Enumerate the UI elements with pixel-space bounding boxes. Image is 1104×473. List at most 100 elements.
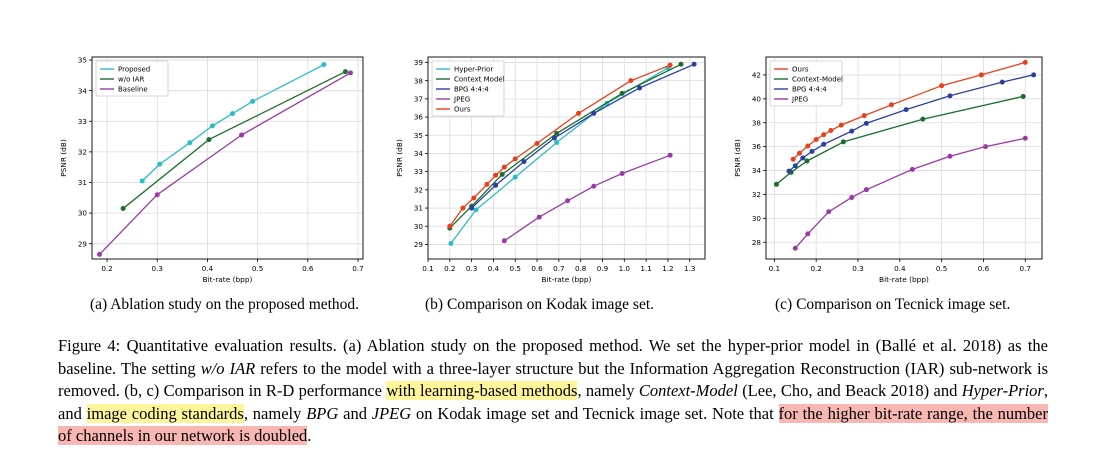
data-point (628, 78, 634, 84)
data-point (939, 83, 945, 89)
legend-entry: Context-Model (792, 76, 843, 84)
data-point (826, 209, 832, 215)
y-tick-label: 33 (78, 117, 87, 126)
x-tick-label: 1.3 (684, 264, 695, 273)
caption-text: on Kodak image set and Tecnick image set… (411, 403, 779, 423)
data-point (209, 123, 215, 129)
chart-tecnick: 0.1 0.2 0.3 0.4 0.5 0.6 0.7 28 30 32 34 36 38 40 42 Bit… (733, 56, 1043, 284)
caption-italic-hyperprior: Hyper-Prior (961, 381, 1044, 401)
x-tick-label: 1.0 (619, 264, 631, 273)
data-point (678, 61, 684, 67)
x-tick-label: 0.4 (894, 264, 906, 273)
legend-entry: BPG 4:4:4 (792, 86, 827, 94)
y-axis-label: PSNR (dB) (733, 139, 742, 177)
data-point (805, 231, 811, 237)
legend-entry: Proposed (118, 66, 150, 74)
y-tick-label: 34 (78, 86, 88, 95)
data-point (838, 122, 844, 128)
data-point (512, 156, 518, 162)
data-point (554, 140, 560, 146)
y-tick-label: 33 (414, 167, 423, 176)
y-tick-label: 36 (752, 142, 762, 151)
x-tick-label: 0.7 (352, 264, 363, 273)
y-tick-label: 38 (414, 76, 424, 85)
y-tick-label: 30 (752, 214, 762, 223)
data-point (1022, 59, 1028, 65)
data-point (667, 152, 673, 158)
data-point (1031, 72, 1037, 78)
data-point (619, 170, 625, 176)
data-point (813, 136, 819, 142)
data-point (460, 205, 466, 211)
caption-text: , namely (243, 403, 307, 423)
data-point (230, 111, 236, 117)
data-point (554, 130, 560, 136)
data-point (637, 85, 643, 91)
chart-kodak: 0.1 0.2 0.3 0.4 0.5 0.6 0.7 0.8 0.9 1.0 1.1 1.2 1.3 2… (395, 56, 706, 284)
y-axis-label: PSNR (dB) (59, 139, 68, 177)
data-point (1020, 93, 1026, 99)
legend-entry: Baseline (118, 86, 148, 94)
caption-text: (Lee, Cho, and Beack 2018) and (737, 381, 962, 401)
series-line (794, 137, 1026, 249)
y-tick-label: 42 (752, 71, 761, 80)
y-tick-label: 32 (414, 185, 423, 194)
legend-entry: Context Model (454, 76, 505, 84)
data-point (521, 159, 527, 165)
y-tick-label: 35 (414, 131, 423, 140)
data-point (947, 93, 953, 99)
x-tick-label: 0.2 (101, 264, 112, 273)
x-axis-label: Bit-rate (bpp) (879, 275, 929, 284)
data-point (849, 128, 855, 134)
x-axis-label: Bit-rate (bpp) (203, 275, 253, 284)
data-point (493, 182, 499, 188)
data-point (1022, 135, 1028, 141)
x-tick-label: 0.8 (575, 264, 587, 273)
data-point (786, 168, 792, 174)
data-point (805, 143, 811, 149)
y-tick-label: 34 (414, 149, 424, 158)
y-tick-label: 39 (414, 58, 424, 67)
subcaption-a: (a) Ablation study on the proposed metho… (90, 296, 360, 313)
y-tick-label: 31 (414, 204, 423, 213)
legend-entry: Hyper-Prior (454, 66, 493, 74)
series-line (99, 72, 351, 255)
x-tick-label: 0.3 (466, 264, 477, 273)
y-tick-label: 32 (78, 147, 87, 156)
series-line (449, 63, 682, 229)
figure-caption: Figure 4: Quantitative evaluation result… (58, 335, 1048, 448)
data-point (920, 116, 926, 122)
legend-entry: Ours (454, 106, 471, 114)
x-tick-label: 0.5 (936, 264, 947, 273)
data-point (691, 61, 697, 67)
legend-box (769, 60, 843, 107)
data-point (534, 140, 540, 146)
data-point (250, 98, 256, 104)
data-point (978, 72, 984, 78)
data-point (999, 79, 1005, 85)
y-tick-label: 34 (752, 166, 762, 175)
caption-text: . (307, 426, 312, 446)
legend-entry: JPEG (791, 96, 808, 104)
legend-entry: BPG 4:4:4 (454, 86, 489, 94)
series-line (776, 95, 1024, 185)
data-point (849, 194, 855, 200)
data-point (821, 132, 827, 138)
data-point (565, 198, 571, 204)
x-tick-label: 1.1 (640, 264, 651, 273)
y-tick-label: 36 (414, 113, 424, 122)
caption-text: , namely (577, 381, 639, 401)
data-point (471, 195, 477, 201)
x-tick-label: 0.2 (444, 264, 455, 273)
data-point (512, 174, 518, 180)
x-tick-label: 0.4 (488, 264, 500, 273)
data-point (619, 90, 625, 96)
data-point (796, 150, 802, 156)
y-tick-label: 30 (78, 209, 88, 218)
data-point (591, 110, 597, 116)
y-axis-label: PSNR (dB) (395, 139, 404, 177)
x-tick-label: 1.2 (662, 264, 673, 273)
plot-frame (91, 56, 364, 260)
data-point (947, 153, 953, 159)
data-point (239, 132, 245, 138)
